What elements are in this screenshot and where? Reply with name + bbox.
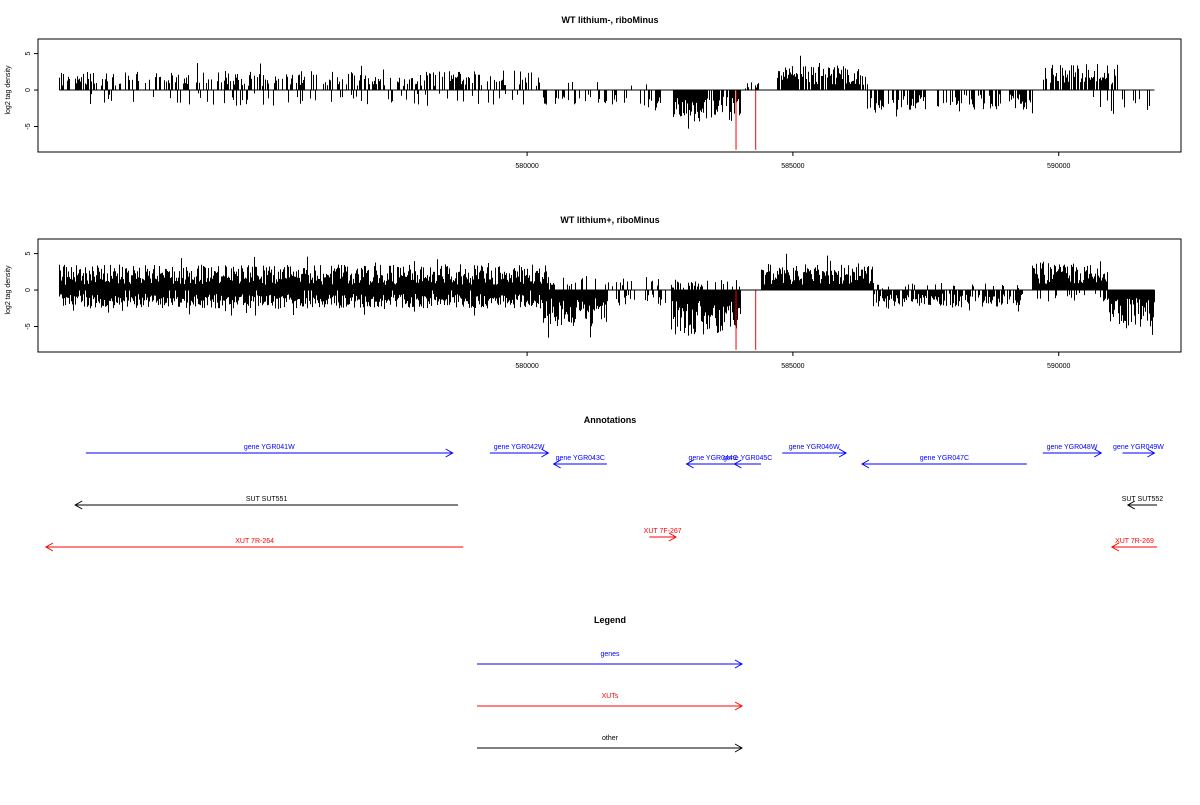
feature-gene: gene YGR045C: [723, 455, 772, 469]
arrow-head: [1147, 448, 1156, 458]
legend-item: XUTs: [477, 693, 744, 711]
feature-xut: XUT 7R-269: [1110, 538, 1158, 552]
feature-other: SUT SUT551: [74, 496, 458, 510]
feature-arrows: gene YGR041W gene YGR042W gene YGR043C gene…: [44, 444, 1164, 552]
arrow-head: [668, 532, 677, 542]
feature-label: gene YGR045C: [723, 455, 772, 462]
x-axis: 580000 585000 590000: [515, 152, 1071, 170]
highlight-lines: [735, 290, 757, 350]
arrow-head: [44, 542, 54, 552]
y-tick-label: -5: [25, 123, 32, 129]
arrow-head: [838, 448, 848, 458]
legend-item: genes: [477, 651, 744, 669]
panel-title: WT lithium-, riboMinus: [562, 15, 659, 25]
arrow-head: [552, 459, 561, 469]
x-axis: 580000 585000 590000: [515, 352, 1071, 370]
x-tick-label: 580000: [515, 163, 538, 170]
y-tick-label: 0: [25, 288, 32, 292]
highlight-lines: [735, 90, 757, 150]
y-tick-label: -5: [25, 323, 32, 329]
y-axis-label: log2 tag density: [5, 265, 12, 315]
y-axis: -5 0 5: [25, 52, 38, 130]
arrow-head: [733, 459, 742, 469]
legend-label: genes: [600, 651, 620, 658]
arrow-head: [541, 448, 550, 458]
feature-label: gene YGR041W: [244, 444, 295, 451]
feature-gene: gene YGR047C: [861, 455, 1027, 469]
feature-gene: gene YGR046W: [782, 444, 848, 458]
feature-label: SUT SUT551: [246, 496, 288, 503]
density-panel-lithium-minus: WT lithium-, riboMinus log2 tag density …: [5, 15, 1182, 170]
feature-label: SUT SUT552: [1122, 496, 1164, 503]
x-tick-label: 590000: [1047, 163, 1070, 170]
feature-label: XUT 7R-264: [235, 538, 274, 545]
legend-label: XUTs: [602, 693, 619, 700]
feature-gene: gene YGR041W: [85, 444, 454, 458]
arrow-head: [74, 500, 83, 510]
feature-gene: gene YGR048W: [1042, 444, 1103, 458]
feature-label: gene YGR042W: [494, 444, 545, 451]
density-panel-lithium-plus: WT lithium+, riboMinus log2 tag density …: [5, 215, 1182, 370]
arrow-head: [685, 459, 694, 469]
arrow-head: [1110, 542, 1120, 552]
plot-frame: [37, 38, 1182, 153]
feature-xut: XUT 7R-264: [44, 538, 464, 552]
y-tick-label: 5: [25, 252, 32, 256]
x-tick-label: 585000: [781, 163, 804, 170]
x-tick-label: 585000: [781, 363, 804, 370]
y-tick-label: 5: [25, 52, 32, 56]
feature-label: XUT 7F-267: [644, 528, 682, 535]
panel-title: WT lithium+, riboMinus: [560, 215, 659, 225]
feature-label: gene YGR044C: [689, 455, 738, 462]
annotations-title: Annotations: [584, 415, 637, 425]
arrow-head: [734, 743, 744, 753]
density-bars: [59, 55, 1150, 129]
arrow-head: [1126, 500, 1136, 510]
x-tick-label: 590000: [1047, 363, 1070, 370]
feature-gene: gene YGR049W: [1113, 444, 1164, 458]
arrow-head: [445, 448, 454, 458]
x-tick-label: 580000: [515, 363, 538, 370]
legend-label: other: [602, 735, 619, 742]
y-axis: -5 0 5: [25, 252, 38, 330]
density-bars: [59, 253, 1155, 338]
feature-label: gene YGR043C: [556, 455, 605, 462]
legend-title: Legend: [594, 615, 626, 625]
arrow-head: [1094, 448, 1103, 458]
feature-gene: gene YGR042W: [489, 444, 550, 458]
arrow-head: [734, 701, 744, 711]
feature-label: XUT 7R-269: [1115, 538, 1154, 545]
feature-gene: gene YGR044C: [685, 455, 740, 469]
feature-other: SUT SUT552: [1122, 496, 1164, 510]
legend-items: genes XUTs other: [477, 651, 744, 753]
feature-label: gene YGR048W: [1047, 444, 1098, 451]
annotations-track: Annotations gene YGR041W gene YGR042Wgene…: [44, 415, 1164, 552]
y-tick-label: 0: [25, 88, 32, 92]
arrow-head: [861, 459, 870, 469]
legend: Legend genes XUTs other: [477, 615, 744, 753]
legend-item: other: [477, 735, 744, 753]
plot-frame: [37, 238, 1182, 353]
feature-xut: XUT 7F-267: [644, 528, 682, 542]
y-axis-label: log2 tag density: [5, 65, 12, 115]
feature-gene: gene YGR043C: [552, 455, 607, 469]
feature-label: gene YGR049W: [1113, 444, 1164, 451]
feature-label: gene YGR047C: [920, 455, 969, 462]
arrow-head: [734, 659, 744, 669]
feature-label: gene YGR046W: [789, 444, 840, 451]
